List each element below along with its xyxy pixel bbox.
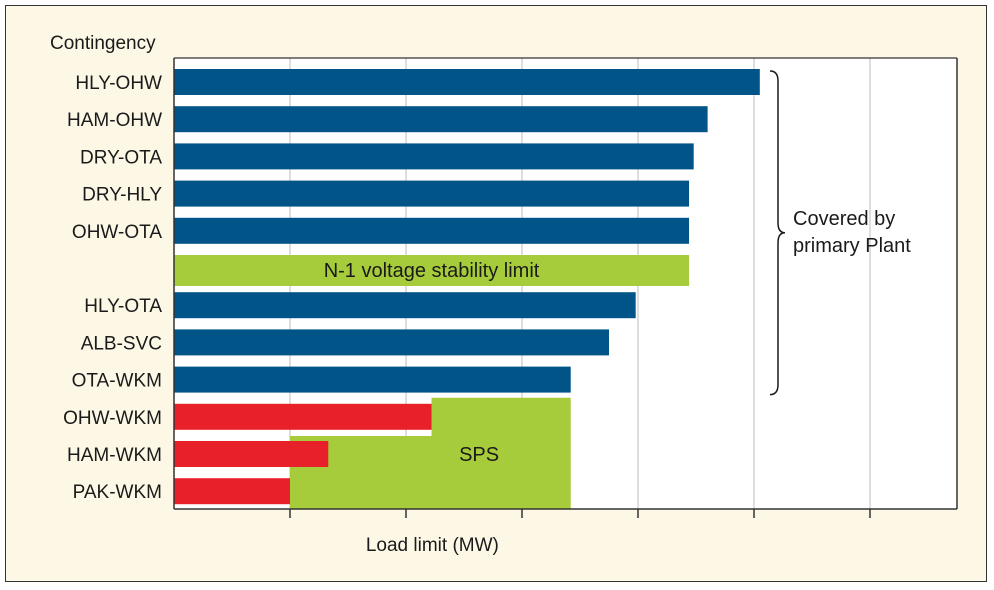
category-label: HLY-OTA [84, 296, 162, 317]
chart-frame: SPS N-1 voltage stability limit HLY-OHW H… [5, 5, 987, 582]
bar-alb-svc [174, 329, 609, 356]
bar-ohw-ota [174, 217, 690, 244]
category-label: PAK-WKM [73, 482, 162, 503]
bar-hly-ota [174, 292, 636, 319]
bar-dry-ota [174, 143, 694, 170]
bar-hly-ohw [174, 69, 760, 95]
annotation-label: primary Plant [793, 235, 911, 257]
category-label: DRY-OTA [80, 147, 162, 168]
sps-label: SPS [459, 444, 499, 466]
x-axis-title: Load limit (MW) [366, 535, 499, 556]
bar-ham-ohw [174, 106, 708, 133]
category-label: HAM-OHW [67, 110, 162, 131]
bar-ham-wkm [174, 441, 329, 467]
stability-limit-bar [174, 255, 690, 286]
brace [769, 70, 786, 396]
bar-pak-wkm [174, 478, 290, 505]
category-label: HLY-OHW [75, 73, 162, 94]
y-axis-title: Contingency [50, 33, 156, 54]
annotation-label: Covered by [793, 208, 895, 230]
bar-ota-wkm [174, 366, 571, 393]
category-label: HAM-WKM [67, 445, 162, 466]
category-label: OHW-WKM [63, 408, 162, 429]
bar-dry-hly [174, 180, 690, 207]
bar-ohw-wkm [174, 403, 432, 430]
stability-limit-label: N-1 voltage stability limit [324, 260, 540, 282]
category-label: ALB-SVC [81, 333, 162, 354]
category-label: DRY-HLY [82, 185, 162, 206]
chart-svg: SPS N-1 voltage stability limit HLY-OHW H… [50, 33, 958, 556]
category-label: OTA-WKM [72, 371, 162, 392]
category-label: OHW-OTA [72, 222, 162, 243]
sps-region [290, 397, 571, 509]
